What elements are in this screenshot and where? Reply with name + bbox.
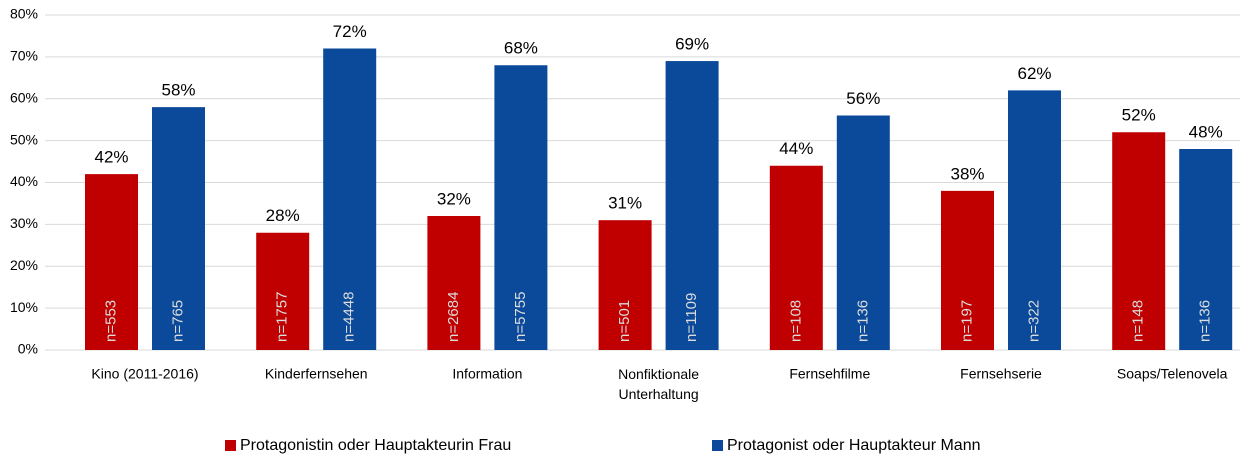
sample-label: n=5755 [512, 292, 529, 342]
value-label: 31% [608, 194, 642, 213]
x-tick-label: Fernsehserie [960, 366, 1042, 382]
value-label: 44% [779, 139, 813, 158]
sample-label: n=1109 [683, 293, 700, 342]
bar [836, 115, 890, 350]
sample-label: n=322 [1025, 300, 1042, 342]
bar [85, 174, 138, 350]
x-tick-label: Fernsehfilme [789, 366, 870, 382]
bar [1008, 90, 1061, 350]
x-tick-label: Kinderfernsehen [265, 366, 368, 382]
bar [494, 65, 548, 350]
value-label: 72% [333, 22, 367, 41]
sample-label: n=4448 [341, 292, 358, 342]
bar [152, 107, 205, 350]
legend-label: Protagonistin oder Hauptakteurin Frau [240, 437, 511, 454]
bar [323, 48, 377, 350]
value-label: 32% [437, 189, 471, 208]
bar [769, 165, 823, 350]
y-tick-label: 10% [10, 299, 38, 315]
value-label: 52% [1122, 106, 1156, 125]
x-tick-label: Kino (2011-2016) [91, 366, 198, 382]
sample-label: n=136 [1197, 300, 1214, 342]
y-tick-label: 70% [10, 48, 38, 64]
bar [427, 216, 481, 350]
y-tick-label: 20% [10, 257, 38, 273]
bar [665, 61, 719, 350]
x-tick-label: Soaps/Telenovela [1117, 366, 1228, 382]
y-tick-label: 50% [10, 131, 38, 147]
value-label: 62% [1017, 64, 1051, 83]
bar [256, 232, 310, 350]
y-tick-label: 60% [10, 89, 38, 105]
y-tick-label: 40% [10, 173, 38, 189]
value-label: 68% [504, 39, 538, 58]
sample-label: n=2684 [445, 292, 462, 342]
value-label: 42% [94, 148, 128, 167]
value-label: 38% [950, 164, 984, 183]
legend-swatch [225, 440, 236, 451]
bar [1112, 132, 1166, 350]
x-tick-label: Nonfiktionale Unterhaltung [618, 366, 699, 402]
value-label: 58% [161, 81, 195, 100]
value-label: 28% [266, 206, 300, 225]
y-tick-label: 30% [10, 215, 38, 231]
bar [598, 220, 652, 350]
value-label: 56% [846, 89, 880, 108]
legend-label: Protagonist oder Hauptakteur Mann [727, 437, 980, 454]
sample-label: n=553 [102, 300, 119, 342]
value-label: 48% [1189, 122, 1223, 141]
sample-label: n=197 [958, 300, 975, 342]
sample-label: n=148 [1130, 300, 1147, 342]
x-tick-label: Information [452, 366, 522, 382]
value-label: 69% [675, 35, 709, 54]
legend-swatch [712, 440, 723, 451]
sample-label: n=501 [616, 300, 633, 342]
sample-label: n=765 [169, 300, 186, 342]
sample-label: n=1757 [274, 292, 291, 342]
bar [1179, 149, 1233, 350]
sample-label: n=108 [787, 300, 804, 342]
y-tick-label: 0% [18, 341, 38, 357]
y-tick-label: 80% [10, 6, 38, 22]
bar [941, 190, 994, 350]
sample-label: n=136 [854, 300, 871, 342]
